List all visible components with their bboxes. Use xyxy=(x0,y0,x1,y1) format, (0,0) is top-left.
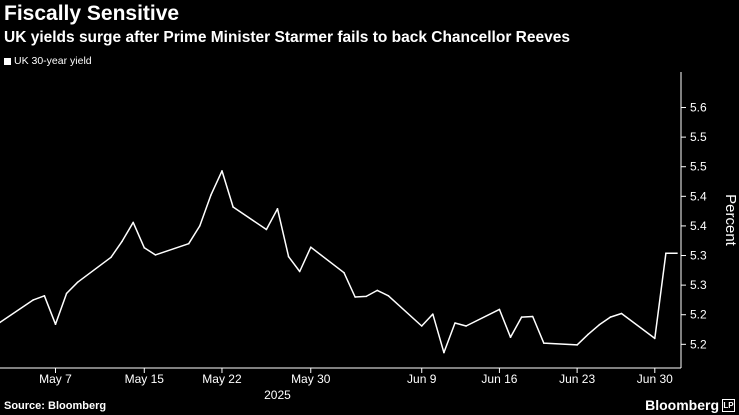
data-point xyxy=(43,294,46,297)
y-tick-label: 5.4 xyxy=(690,189,707,203)
data-point xyxy=(376,289,379,292)
data-point xyxy=(531,315,534,318)
data-point xyxy=(265,228,268,231)
data-point xyxy=(498,308,501,311)
data-point xyxy=(0,321,1,324)
data-point xyxy=(110,256,112,259)
y-tick-label: 5.4 xyxy=(690,219,707,233)
data-point xyxy=(221,170,223,172)
data-point xyxy=(609,316,612,318)
data-point xyxy=(32,299,35,301)
x-tick-label: May 30 xyxy=(291,372,331,386)
x-tick-label: Jun 23 xyxy=(559,372,595,386)
data-point xyxy=(354,296,356,298)
data-point xyxy=(276,207,279,210)
y-tick-label: 5.6 xyxy=(690,101,707,115)
data-point xyxy=(121,240,123,243)
data-point xyxy=(309,246,312,249)
legend: UK 30-year yield xyxy=(4,55,92,67)
data-point xyxy=(420,325,423,327)
legend-label: UK 30-year yield xyxy=(14,55,92,67)
data-point xyxy=(210,194,212,196)
data-point xyxy=(387,294,390,297)
data-point xyxy=(65,292,68,295)
data-point xyxy=(432,313,434,315)
brand-logo: Bloomberg LP xyxy=(645,397,735,413)
data-point xyxy=(198,225,201,227)
data-point xyxy=(576,344,578,346)
x-tick-label: Jun 9 xyxy=(407,372,437,386)
data-point xyxy=(365,295,368,298)
data-point xyxy=(654,337,656,340)
y-tick-label: 5.2 xyxy=(690,337,707,351)
data-point xyxy=(54,323,57,325)
x-axis-label: 2025 xyxy=(264,388,291,402)
x-tick-label: Jun 16 xyxy=(481,372,517,386)
x-tick-label: Jun 30 xyxy=(637,372,673,386)
x-tick-label: May 22 xyxy=(202,372,242,386)
data-point xyxy=(187,242,190,245)
chart-axes: 5.2 5.2 5.3 5.3 5.4 5.4 5.5 5.5 5.6 May 7 May 15 Ma… xyxy=(0,72,739,402)
x-tick-label: May 15 xyxy=(125,372,165,386)
data-point xyxy=(232,206,234,208)
data-point xyxy=(598,323,601,326)
chart-title: Fiscally Sensitive xyxy=(4,2,180,25)
data-point xyxy=(587,333,590,336)
data-point xyxy=(676,252,678,254)
data-point xyxy=(76,281,79,283)
data-point xyxy=(509,336,512,339)
chart-subtitle: UK yields surge after Prime Minister Sta… xyxy=(4,29,570,46)
series-group xyxy=(0,170,678,354)
data-point xyxy=(143,247,146,249)
y-tick-label: 5.5 xyxy=(690,130,707,144)
brand-badge-icon: LP xyxy=(722,398,735,412)
data-point xyxy=(343,271,345,274)
data-point xyxy=(154,254,157,256)
x-tick-label: May 7 xyxy=(39,372,72,386)
y-tick-label: 5.2 xyxy=(690,308,707,322)
data-point xyxy=(465,325,467,327)
legend-swatch xyxy=(4,57,11,65)
data-point xyxy=(287,255,290,258)
data-point xyxy=(665,252,667,254)
series-line xyxy=(0,170,677,354)
y-tick-label: 5.3 xyxy=(690,249,707,263)
data-point xyxy=(443,351,445,354)
brand-name: Bloomberg xyxy=(645,397,719,413)
data-point xyxy=(298,270,301,273)
data-point xyxy=(132,221,134,224)
y-axis-label: Percent xyxy=(722,194,739,247)
y-tick-label: 5.3 xyxy=(690,278,707,292)
data-point xyxy=(454,322,456,324)
data-point xyxy=(620,312,623,315)
source-note: Source: Bloomberg xyxy=(4,400,107,412)
data-point xyxy=(543,342,545,344)
y-tick-label: 5.5 xyxy=(690,160,707,174)
data-point xyxy=(520,316,523,318)
